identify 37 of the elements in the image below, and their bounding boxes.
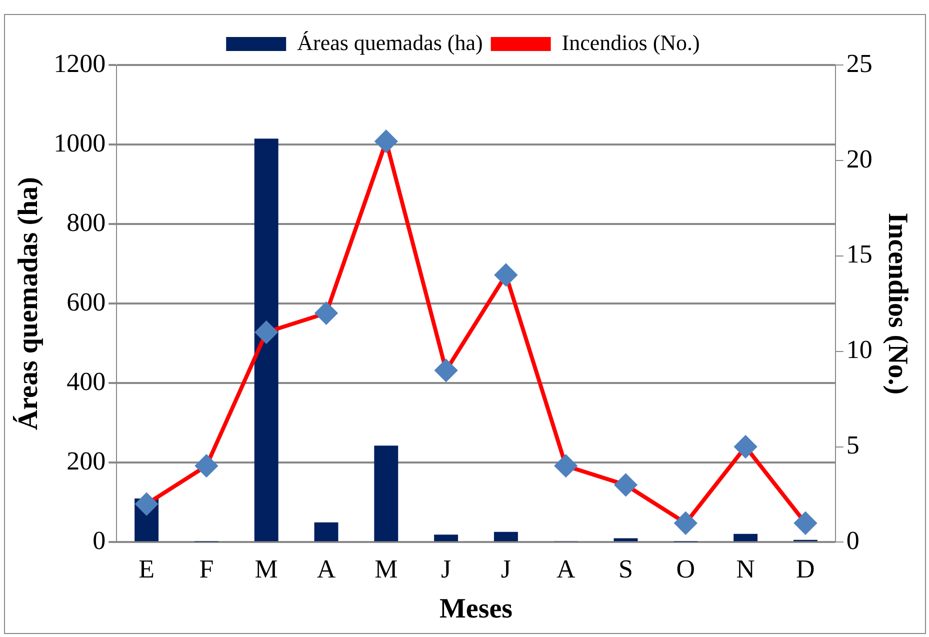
- y-tick-label: 200: [66, 446, 106, 476]
- bar: [434, 534, 458, 542]
- x-tick-label: E: [138, 554, 154, 584]
- bar: [374, 446, 398, 542]
- y2-axis-title: Incendios (No.): [882, 212, 913, 395]
- x-axis-title: Meses: [439, 593, 513, 624]
- y-tick-label: 0: [92, 526, 106, 556]
- x-tick-label: N: [736, 554, 756, 584]
- y-axis-title: Áreas quemadas (ha): [12, 177, 44, 430]
- x-tick-label: J: [440, 554, 452, 584]
- bar: [254, 138, 278, 542]
- x-tick-label: F: [199, 554, 214, 584]
- x-tick-label: A: [556, 554, 576, 584]
- bar: [734, 534, 758, 542]
- y-tick-label: 400: [66, 366, 106, 396]
- x-tick-label: O: [676, 554, 696, 584]
- y2-tick-label: 25: [846, 48, 872, 78]
- y2-tick-label: 15: [846, 240, 872, 269]
- x-tick-label: A: [316, 554, 336, 584]
- bar: [494, 532, 518, 542]
- x-tick-label: D: [796, 554, 815, 584]
- y2-tick-label: 5: [846, 430, 860, 460]
- bar: [614, 538, 638, 542]
- y-tick-label: 800: [66, 208, 106, 237]
- legend-label: Áreas quemadas (ha): [297, 30, 483, 55]
- x-tick-label: S: [618, 554, 633, 584]
- y2-tick-label: 10: [846, 335, 872, 364]
- x-tick-label: M: [254, 554, 278, 584]
- bar: [314, 522, 338, 542]
- y-tick-label: 1000: [54, 128, 106, 158]
- y2-tick-label: 0: [846, 526, 860, 556]
- x-tick-label: M: [374, 554, 398, 584]
- x-tick-label: J: [500, 554, 512, 584]
- legend-label: Incendios (No.): [562, 30, 700, 55]
- y2-tick-label: 20: [846, 144, 872, 174]
- y-tick-label: 600: [66, 287, 106, 316]
- y-tick-label: 1200: [54, 48, 106, 78]
